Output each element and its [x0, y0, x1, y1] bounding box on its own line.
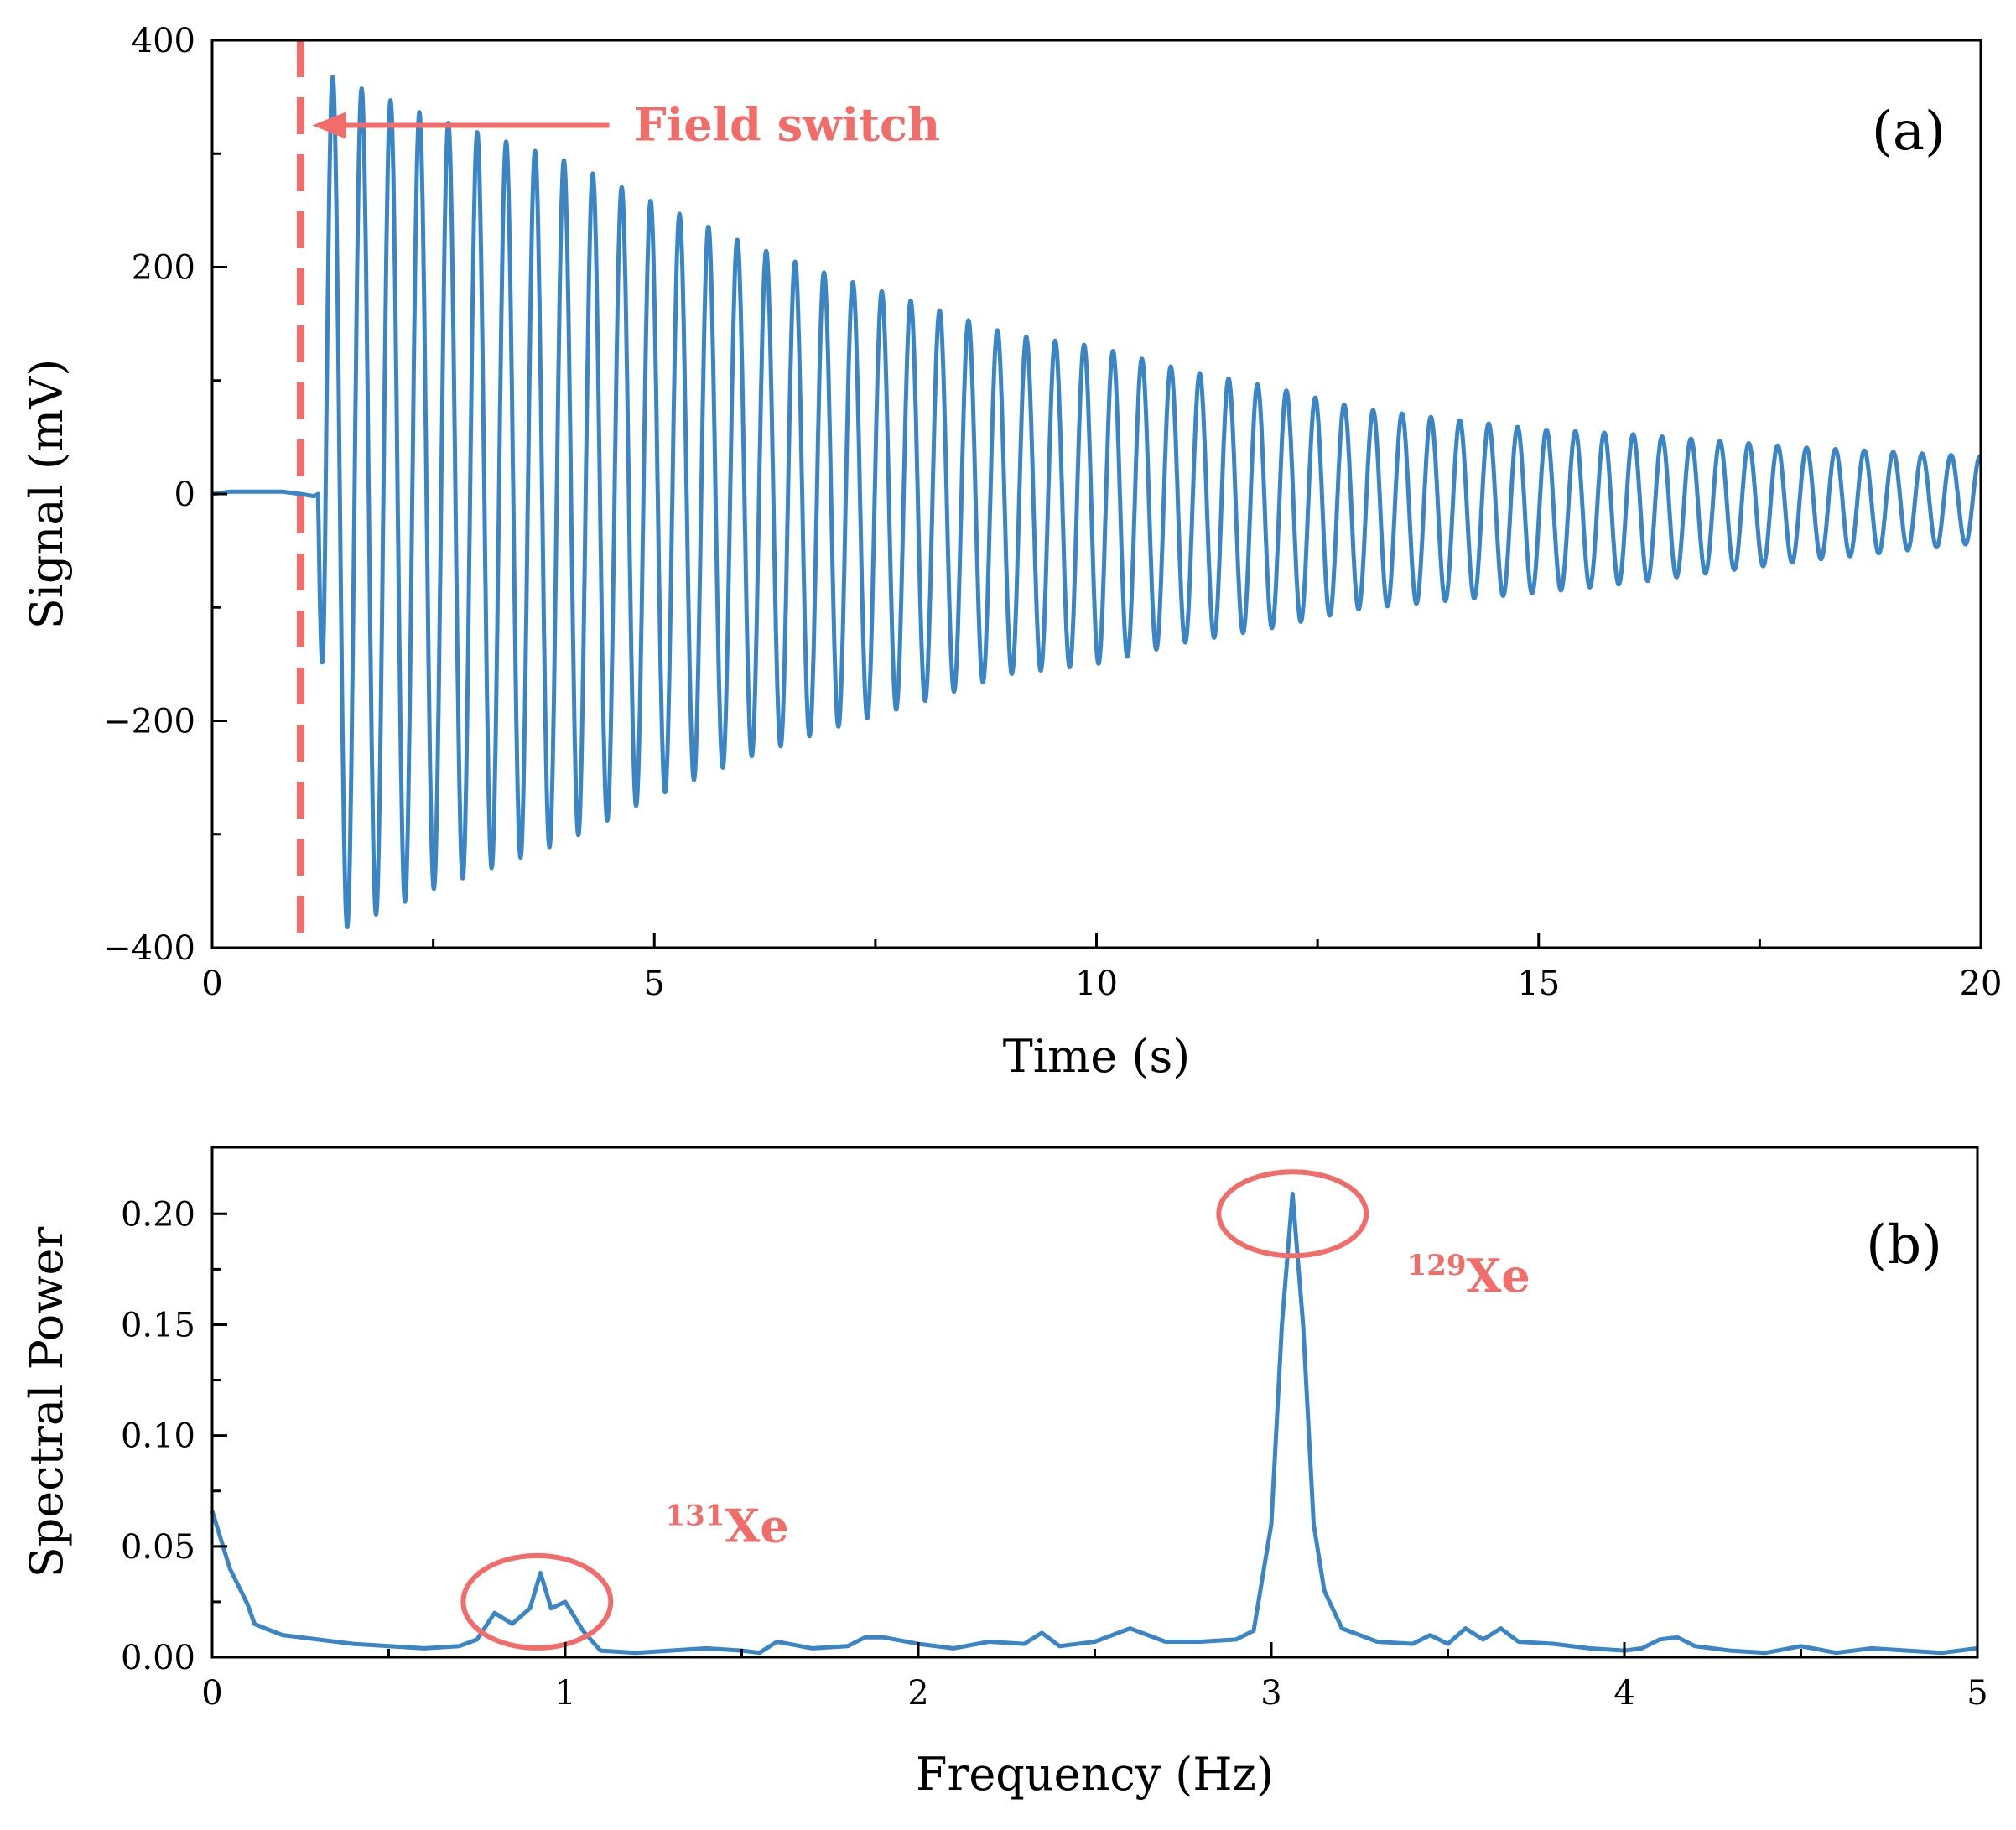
xe129-symbol: Xe	[1467, 1249, 1530, 1302]
panel-b-label: (b)	[1866, 1214, 1942, 1276]
y-tick-label: 0.10	[121, 1417, 195, 1456]
xe131-label: 131Xe	[665, 1500, 788, 1553]
x-tick-label: 5	[1967, 1674, 1987, 1713]
panel-a-signal-plot: Field switch 0 5 10 15 20 −400 −200 0 200 400 Ti…	[20, 22, 2002, 1083]
y-tick-label: −400	[103, 929, 195, 968]
x-tick-label: 1	[554, 1674, 575, 1713]
x-tick-label: 15	[1517, 964, 1560, 1003]
xe131-symbol: Xe	[725, 1500, 788, 1553]
field-switch-annotation: Field switch	[296, 40, 940, 948]
xe129-peak-circle	[1216, 1169, 1369, 1259]
y-tick-label: 0.20	[121, 1195, 195, 1234]
field-switch-label: Field switch	[634, 97, 940, 151]
xe131-peak-circle	[460, 1552, 614, 1651]
x-tick-label: 0	[201, 964, 222, 1003]
signal-series	[211, 74, 1982, 930]
panel-a-y-ticks: −400 −200 0 200 400	[103, 22, 227, 968]
x-tick-label: 4	[1613, 1674, 1634, 1713]
panel-a-y-axis-title: Signal (mV)	[20, 359, 73, 630]
isotope-annotations: 131Xe 129Xe	[460, 1169, 1530, 1651]
xe129-mass-number: 129	[1407, 1249, 1467, 1282]
spectrum-line	[210, 1192, 1978, 1656]
y-tick-label: 0.05	[121, 1528, 195, 1567]
panel-b-y-ticks: 0.00 0.05 0.10 0.15 0.20	[121, 1195, 227, 1677]
panel-b-x-ticks: 0 1 2 3 4 5	[201, 1642, 1988, 1713]
panel-a-x-ticks: 0 5 10 15 20	[201, 933, 2002, 1003]
y-tick-label: 200	[132, 249, 195, 288]
signal-line	[211, 74, 1982, 930]
spectrum-series	[210, 1192, 1978, 1656]
x-tick-label: 2	[907, 1674, 928, 1713]
y-tick-label: 0	[174, 476, 195, 514]
y-tick-label: 400	[132, 22, 195, 60]
panel-b-x-axis-title: Frequency (Hz)	[916, 1748, 1274, 1801]
x-tick-label: 20	[1960, 964, 2003, 1003]
panel-b-y-axis-title: Spectral Power	[20, 1227, 73, 1578]
y-tick-label: 0.00	[121, 1639, 195, 1677]
xe129-label: 129Xe	[1407, 1249, 1530, 1302]
y-tick-label: −200	[103, 703, 195, 741]
field-switch-arrow-head	[312, 112, 346, 139]
x-tick-label: 10	[1075, 964, 1118, 1003]
xe131-mass-number: 131	[665, 1500, 725, 1533]
x-tick-label: 3	[1260, 1674, 1281, 1713]
x-tick-label: 5	[644, 964, 665, 1003]
panel-a-label: (a)	[1872, 101, 1946, 163]
panel-a-x-axis-title: Time (s)	[1003, 1030, 1190, 1083]
y-tick-label: 0.15	[121, 1306, 195, 1344]
x-tick-label: 0	[201, 1674, 222, 1713]
panel-b-frame	[210, 1146, 1979, 1659]
